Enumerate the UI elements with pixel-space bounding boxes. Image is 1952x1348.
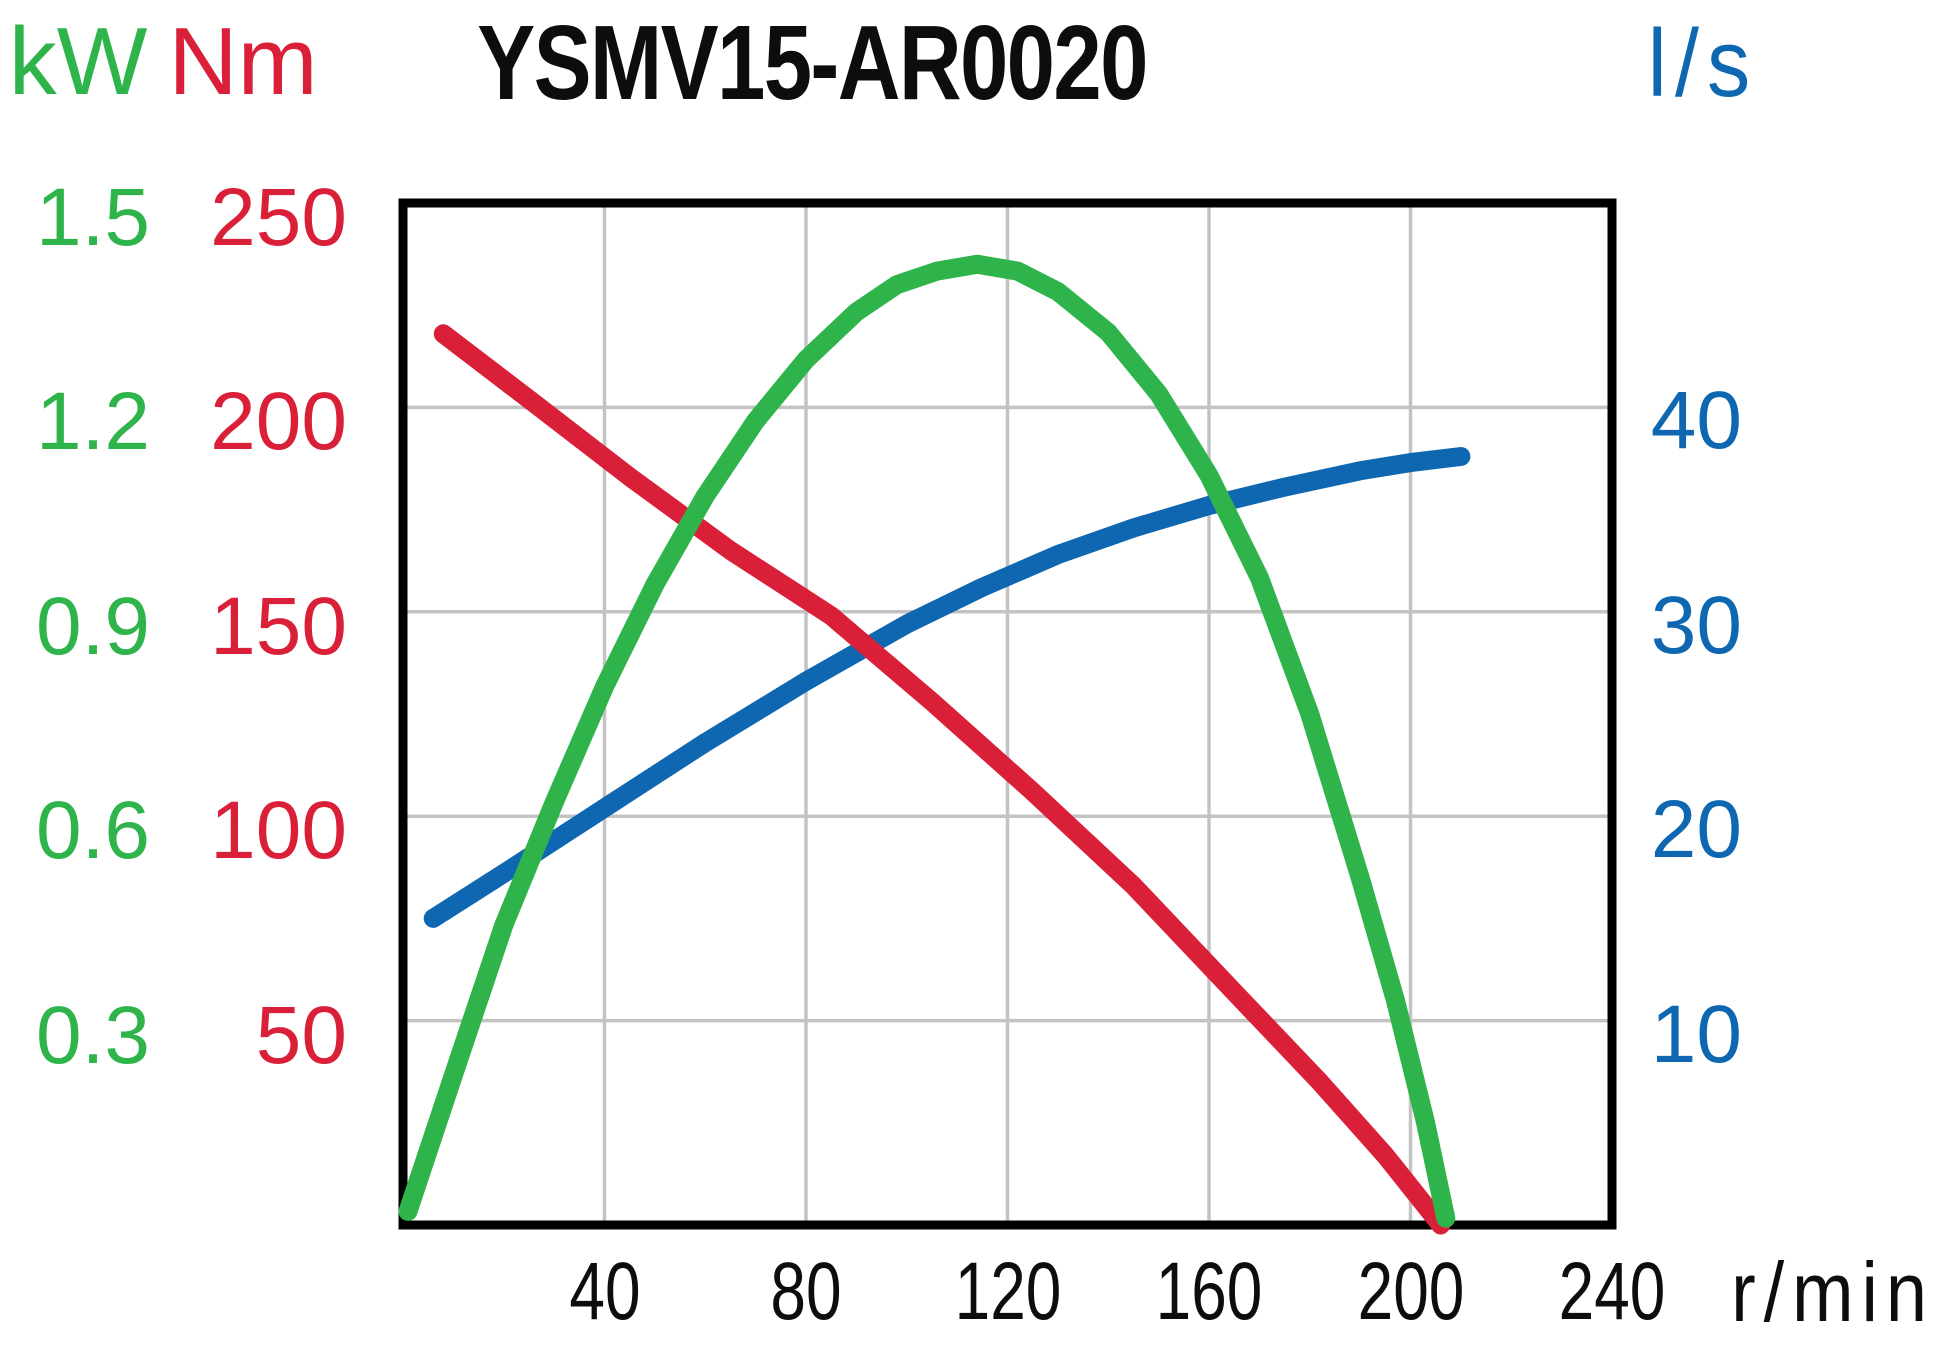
plot-border [398,198,1617,1230]
x-tick-240: 240 [1558,1246,1666,1337]
chart-title: YSMV15-AR0020 [477,4,1148,122]
x-tick-120: 120 [954,1246,1061,1337]
nm-axis-unit-label: Nm [168,8,318,115]
torque-curve [433,324,1451,1235]
x-tick-200: 200 [1357,1246,1464,1337]
kw-tick-0.3: 0.3 [36,989,150,1081]
kw-tick-1.2: 1.2 [36,376,150,468]
kw-axis-unit-label: kW [8,8,148,115]
nm-tick-250: 250 [210,172,347,263]
ls-tick-30: 30 [1650,579,1742,671]
ls-axis-unit-label: l/s [1647,10,1759,117]
x-tick-160: 160 [1155,1246,1263,1337]
x-tick-80: 80 [770,1246,842,1337]
ls-tick-40: 40 [1650,375,1742,467]
rmin-axis-unit-label: r/min [1731,1245,1935,1339]
nm-tick-50: 50 [255,989,347,1081]
kw-tick-0.9: 0.9 [36,580,150,672]
kw-tick-0.6: 0.6 [36,785,150,877]
ls-tick-10: 10 [1650,988,1742,1080]
kw-tick-1.5: 1.5 [36,172,150,263]
power-curve [398,254,1456,1228]
x-tick-40: 40 [568,1246,641,1337]
nm-tick-150: 150 [210,580,347,672]
nm-tick-200: 200 [210,376,347,468]
ls-tick-20: 20 [1650,784,1742,876]
flow-curve [423,447,1471,928]
nm-tick-100: 100 [210,785,347,877]
